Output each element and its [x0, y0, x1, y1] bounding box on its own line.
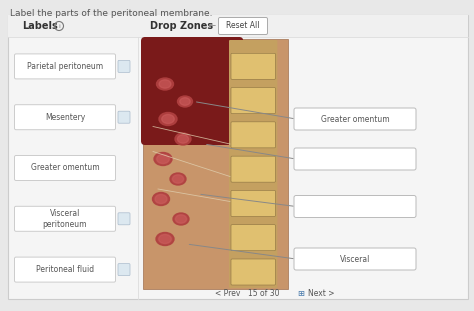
FancyBboxPatch shape	[15, 156, 116, 180]
Text: ⊞: ⊞	[297, 289, 304, 298]
FancyBboxPatch shape	[141, 37, 243, 145]
Ellipse shape	[177, 96, 192, 107]
FancyBboxPatch shape	[118, 60, 130, 72]
Text: Drop Zones: Drop Zones	[150, 21, 213, 31]
FancyBboxPatch shape	[219, 17, 267, 35]
FancyBboxPatch shape	[8, 15, 468, 37]
FancyBboxPatch shape	[294, 148, 416, 170]
FancyBboxPatch shape	[231, 190, 275, 216]
Text: ←: ←	[208, 21, 216, 31]
FancyBboxPatch shape	[15, 206, 116, 231]
Ellipse shape	[159, 113, 177, 126]
FancyBboxPatch shape	[294, 108, 416, 130]
Text: Visceral: Visceral	[340, 254, 370, 263]
Text: Label the parts of the peritoneal membrane.: Label the parts of the peritoneal membra…	[10, 9, 212, 18]
Ellipse shape	[159, 234, 171, 244]
Text: Next >: Next >	[308, 289, 335, 298]
Text: Greater omentum: Greater omentum	[321, 114, 389, 123]
Ellipse shape	[170, 173, 186, 185]
Ellipse shape	[154, 152, 172, 165]
FancyBboxPatch shape	[231, 53, 275, 79]
FancyBboxPatch shape	[231, 225, 275, 251]
FancyBboxPatch shape	[294, 196, 416, 217]
Ellipse shape	[156, 78, 173, 90]
Text: Peritoneal fluid: Peritoneal fluid	[36, 265, 94, 274]
Text: < Prev: < Prev	[215, 289, 240, 298]
Ellipse shape	[159, 80, 171, 88]
Ellipse shape	[155, 194, 167, 204]
FancyBboxPatch shape	[15, 54, 116, 79]
Text: Labels: Labels	[22, 21, 58, 31]
FancyBboxPatch shape	[231, 259, 275, 285]
Ellipse shape	[173, 175, 183, 183]
Ellipse shape	[157, 155, 169, 164]
FancyBboxPatch shape	[231, 122, 275, 148]
Text: i: i	[58, 24, 60, 29]
FancyBboxPatch shape	[294, 248, 416, 270]
Text: Mesentery: Mesentery	[45, 113, 85, 122]
FancyBboxPatch shape	[229, 40, 277, 288]
Text: Reset All: Reset All	[226, 21, 260, 30]
Ellipse shape	[153, 193, 170, 206]
FancyBboxPatch shape	[231, 156, 275, 182]
FancyBboxPatch shape	[8, 15, 468, 299]
Text: Visceral
peritoneum: Visceral peritoneum	[43, 209, 87, 229]
Ellipse shape	[162, 114, 174, 123]
Ellipse shape	[177, 135, 189, 143]
FancyBboxPatch shape	[143, 39, 288, 289]
FancyBboxPatch shape	[15, 105, 116, 130]
Ellipse shape	[175, 133, 191, 145]
Ellipse shape	[156, 233, 174, 245]
FancyBboxPatch shape	[118, 111, 130, 123]
Text: 15 of 30: 15 of 30	[248, 289, 280, 298]
Ellipse shape	[180, 98, 190, 105]
FancyBboxPatch shape	[118, 213, 130, 225]
FancyBboxPatch shape	[15, 257, 116, 282]
Text: Parietal peritoneum: Parietal peritoneum	[27, 62, 103, 71]
Ellipse shape	[173, 213, 189, 225]
FancyBboxPatch shape	[118, 264, 130, 276]
FancyBboxPatch shape	[231, 88, 275, 114]
Ellipse shape	[175, 215, 187, 223]
Text: Greater omentum: Greater omentum	[31, 164, 100, 173]
